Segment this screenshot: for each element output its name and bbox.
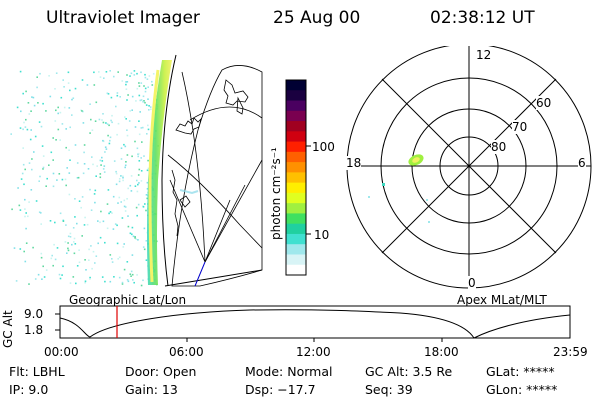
geographic-image-panel: [10, 54, 263, 287]
colorbar-segment: [286, 192, 306, 204]
mlt-label-18: 18: [346, 156, 362, 170]
colorbar-segment: [286, 213, 306, 225]
meridian-line: [181, 71, 206, 263]
info-dsp: Dsp: −17.7: [245, 382, 316, 397]
alt-xtick-0600: 06:00: [169, 345, 204, 359]
polar-mlat-mlt-plot: [346, 46, 592, 289]
alt-ytick-1_8: 1.8: [24, 323, 44, 337]
coastline: [223, 79, 249, 106]
colorbar-segment: [286, 203, 306, 214]
colorbar-segment: [286, 151, 306, 163]
colorbar-segment: [286, 182, 306, 194]
colorbar-segment: [286, 244, 306, 255]
gc-altitude-plot: [55, 305, 571, 342]
coastline: [171, 169, 179, 237]
info-glat: GLat: *****: [486, 364, 555, 379]
colorbar-segment: [286, 162, 306, 173]
coastline: [175, 117, 202, 135]
alt-ytick-9: 9.0: [24, 307, 44, 321]
colorbar-tick-10: 10: [314, 228, 330, 242]
colorbar-segment: [286, 131, 306, 143]
auroral-noise-speckle: [10, 70, 159, 287]
auroral-oval-arc: [147, 60, 172, 285]
info-gc-alt: GC Alt: 3.5 Re: [365, 364, 453, 379]
auroral-blob: [368, 154, 430, 223]
apex-caption: Apex MLat/MLT: [457, 293, 547, 307]
colorbar-segment: [286, 110, 306, 122]
colorbar-segment: [286, 233, 306, 245]
colorbar-unit-label: photon cm⁻²s⁻¹: [269, 147, 283, 240]
alt-xtick-1200: 12:00: [296, 345, 331, 359]
info-door: Door: Open: [125, 364, 197, 379]
mlt-label-12: 12: [476, 48, 492, 62]
geographic-caption: Geographic Lat/Lon: [69, 293, 187, 307]
colorbar-segment: [286, 121, 306, 132]
altitude-curve: [59, 309, 571, 339]
color-scale-bar: [285, 79, 311, 276]
info-filter: Flt: LBHL: [9, 364, 65, 379]
mlt-label-0: 0: [468, 276, 476, 290]
info-ip: IP: 9.0: [9, 382, 49, 397]
colorbar-segment: [286, 100, 306, 112]
colorbar-segment: [286, 223, 306, 235]
lat-label-80: 80: [491, 140, 507, 154]
info-mode: Mode: Normal: [245, 364, 333, 379]
colorbar-segment: [286, 141, 306, 153]
mlt-label-6: 6: [578, 156, 586, 170]
grid-outline: [171, 65, 263, 287]
alt-ylabel: GC Alt: [1, 310, 15, 348]
alt-xtick-2359: 23:59: [553, 345, 588, 359]
instrument-title: Ultraviolet Imager: [46, 8, 200, 28]
colorbar-segment: [286, 80, 306, 91]
earth-limb: [161, 54, 177, 287]
alt-xtick-1800: 18:00: [424, 345, 459, 359]
header-date: 25 Aug 00: [273, 8, 361, 28]
info-glon: GLon: *****: [486, 382, 558, 397]
colorbar-segment: [286, 264, 306, 276]
info-seq: Seq: 39: [365, 382, 413, 397]
header-time: 02:38:12 UT: [430, 8, 535, 28]
colorbar-segment: [286, 172, 306, 184]
colorbar-tick-100: 100: [312, 140, 335, 154]
lat-label-60: 60: [536, 96, 552, 110]
info-gain: Gain: 13: [125, 382, 178, 397]
alt-xtick-0000: 00:00: [44, 345, 79, 359]
colorbar-segment: [286, 90, 306, 102]
colorbar-segment: [286, 254, 306, 266]
lat-label-70: 70: [512, 120, 528, 134]
